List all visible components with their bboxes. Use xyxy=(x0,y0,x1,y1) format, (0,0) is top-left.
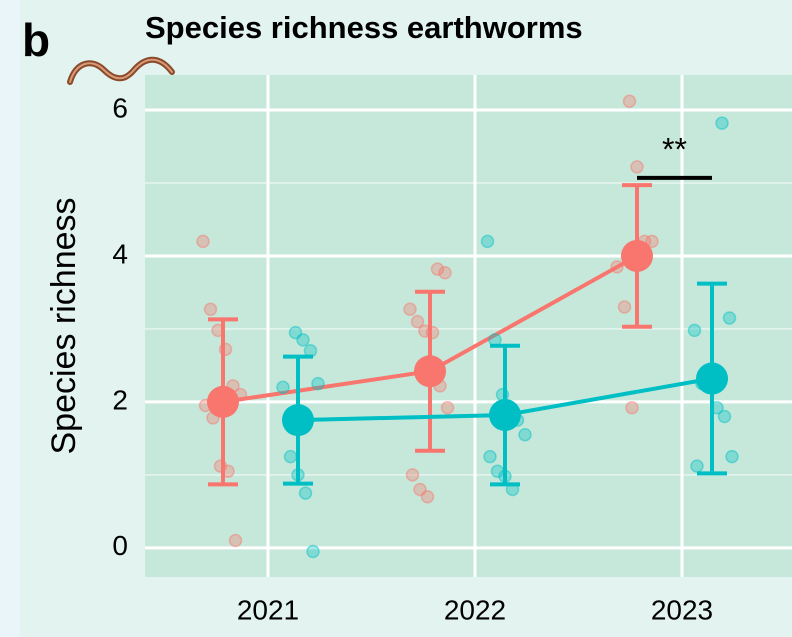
plot-area xyxy=(145,75,792,577)
raw-point xyxy=(625,400,639,415)
chart-title: Species richness earthworms xyxy=(145,10,583,45)
x-tick-label: 2022 xyxy=(444,594,506,625)
mean-point xyxy=(696,362,728,395)
raw-point xyxy=(690,459,704,473)
raw-point xyxy=(203,302,218,316)
side-strip xyxy=(0,0,20,637)
raw-point xyxy=(622,94,637,109)
raw-point xyxy=(410,314,425,329)
raw-point xyxy=(430,262,445,276)
raw-point xyxy=(518,427,532,442)
raw-point xyxy=(420,489,435,504)
raw-point xyxy=(715,116,729,130)
raw-point xyxy=(196,234,210,249)
grid: 0 2 4 6 2021 2022 2023 xyxy=(112,75,792,625)
raw-point xyxy=(298,486,313,500)
raw-point xyxy=(288,325,303,340)
earthworm-highlight xyxy=(69,58,173,83)
raw-point xyxy=(405,468,420,482)
y-tick-label: 0 xyxy=(112,530,128,561)
mean-point xyxy=(207,385,239,418)
raw-point xyxy=(413,482,427,497)
mean-point xyxy=(489,399,521,432)
raw-point xyxy=(296,333,310,347)
raw-point xyxy=(617,300,632,314)
raw-point xyxy=(440,400,455,415)
raw-point xyxy=(276,380,290,395)
mean-point xyxy=(282,404,314,437)
raw-point xyxy=(283,449,298,464)
mean-point xyxy=(621,239,653,272)
raw-point xyxy=(725,449,739,464)
raw-point xyxy=(306,544,320,559)
y-tick-label: 2 xyxy=(112,384,128,415)
raw-point xyxy=(645,234,659,249)
mean-point xyxy=(414,355,446,388)
raw-point xyxy=(483,449,497,464)
raw-point xyxy=(480,234,495,249)
raw-point xyxy=(722,311,737,325)
y-tick-label: 6 xyxy=(112,92,128,123)
marks: ** xyxy=(196,94,739,559)
raw-point xyxy=(438,265,452,280)
raw-point xyxy=(311,376,325,391)
y-tick-label: 4 xyxy=(112,238,128,269)
raw-point xyxy=(630,160,644,174)
raw-point xyxy=(687,323,702,338)
panel-label: b xyxy=(22,14,50,66)
x-tick-label: 2021 xyxy=(237,594,299,625)
x-tick-label: 2023 xyxy=(651,594,713,625)
raw-point xyxy=(717,409,732,424)
significance-label: ** xyxy=(662,131,687,167)
y-axis-label: Species richness xyxy=(45,197,83,454)
raw-point xyxy=(228,533,243,548)
raw-point xyxy=(403,302,417,316)
